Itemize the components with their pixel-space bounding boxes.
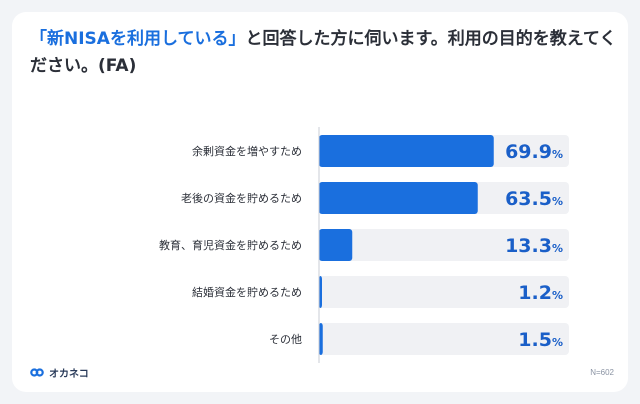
bar-track [319, 323, 569, 355]
category-label: 教育、育児資金を貯めるため [159, 238, 302, 252]
category-label: 余剰資金を増やすため [192, 144, 302, 158]
bar [319, 135, 494, 167]
category-label: 結婚資金を貯めるため [192, 285, 302, 299]
bar-track [319, 276, 569, 308]
category-label: その他 [269, 333, 302, 346]
category-label: 老後の資金を貯めるため [181, 191, 302, 205]
bar [319, 323, 323, 355]
data-label: 13.3% [505, 235, 563, 257]
chart-title: 「新NISAを利用している」と回答した方に伺います。利用の目的を教えてください。… [30, 26, 620, 80]
data-label: 69.9% [505, 141, 563, 163]
brand-logo: オカネコ [30, 365, 89, 380]
sample-size: N=602 [590, 368, 614, 377]
title-rest: と回答した方に伺います。利用の目的を教えてください。(FA) [30, 29, 617, 76]
brand-name: オカネコ [49, 369, 89, 380]
data-label: 1.2% [518, 282, 563, 304]
data-label: 1.5% [518, 329, 563, 351]
bar-chart: 余剰資金を増やすため 69.9% 老後の資金を貯めるため 63.5% 教育、育児資金を貯… [159, 127, 569, 363]
data-label: 63.5% [505, 188, 563, 210]
chart-card: 「新NISAを利用している」と回答した方に伺います。利用の目的を教えてください。… [12, 12, 628, 392]
title-highlight: 「新NISAを利用している」 [30, 29, 246, 49]
logo-icon [30, 368, 44, 377]
bar-track [319, 229, 569, 261]
bar [319, 276, 322, 308]
bar [319, 182, 478, 214]
bar [319, 229, 353, 261]
